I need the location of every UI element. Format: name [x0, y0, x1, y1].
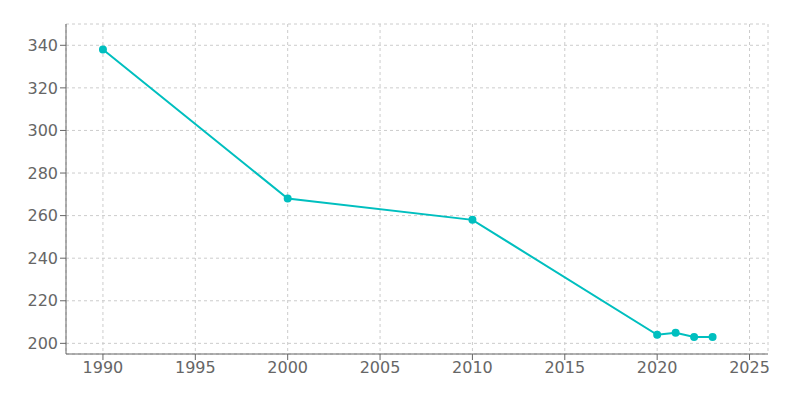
svg-text:320: 320 — [27, 79, 58, 98]
svg-text:2005: 2005 — [360, 358, 401, 377]
svg-text:340: 340 — [27, 36, 58, 55]
svg-text:2025: 2025 — [729, 358, 770, 377]
svg-text:2000: 2000 — [267, 358, 308, 377]
svg-text:240: 240 — [27, 249, 58, 268]
svg-text:2020: 2020 — [637, 358, 678, 377]
svg-text:220: 220 — [27, 291, 58, 310]
svg-text:260: 260 — [27, 206, 58, 225]
svg-text:2010: 2010 — [452, 358, 493, 377]
svg-text:280: 280 — [27, 164, 58, 183]
svg-text:1990: 1990 — [83, 358, 124, 377]
svg-text:1995: 1995 — [175, 358, 216, 377]
svg-text:300: 300 — [27, 121, 58, 140]
svg-text:200: 200 — [27, 334, 58, 353]
svg-text:2015: 2015 — [544, 358, 585, 377]
